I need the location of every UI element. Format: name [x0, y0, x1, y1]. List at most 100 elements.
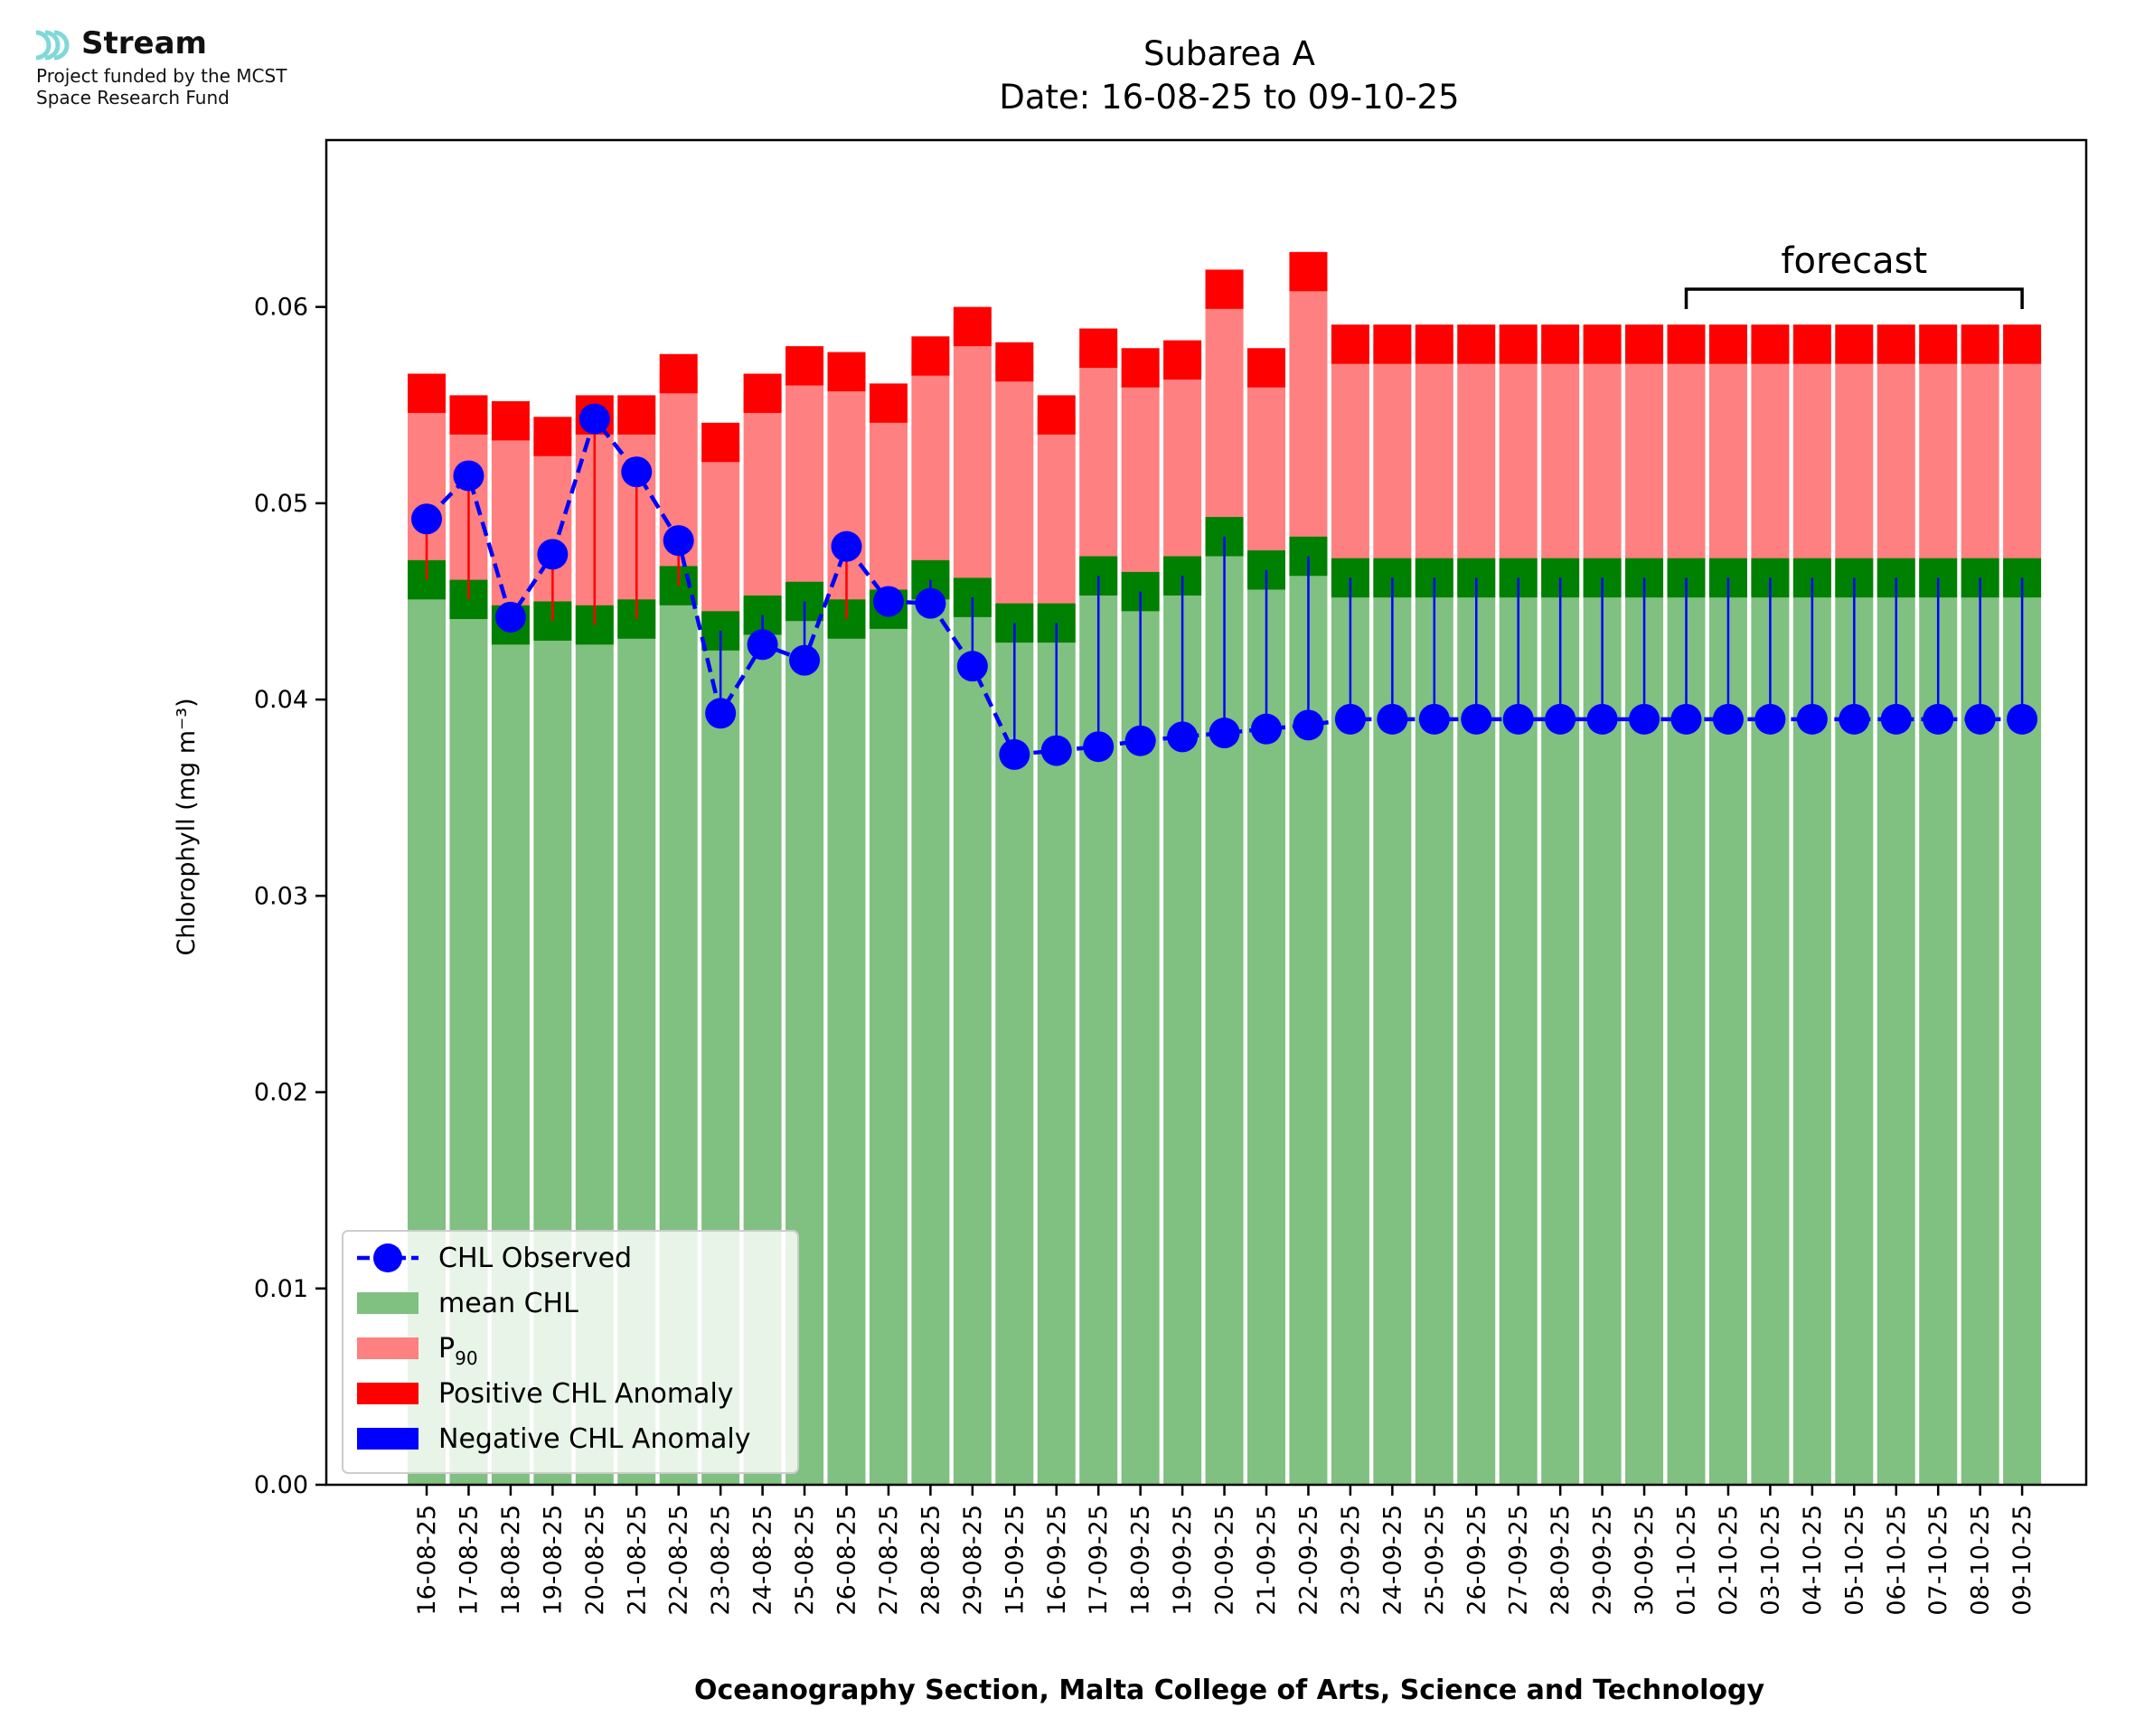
p90-bar — [1373, 343, 1412, 578]
p90-bar-edge — [1708, 324, 1747, 364]
p90-bar-edge — [1625, 324, 1664, 364]
p90-bar — [1037, 415, 1076, 624]
x-tick-label: 21-08-25 — [623, 1505, 651, 1616]
x-tick-label: 23-09-25 — [1337, 1505, 1365, 1616]
p90-bar — [1457, 343, 1496, 578]
forecast-bracket — [1684, 287, 2024, 309]
chl-observed-point — [1796, 703, 1828, 735]
p90-bar — [1331, 343, 1369, 578]
p90-bar — [1877, 343, 1915, 578]
p90-bar-edge — [659, 353, 698, 394]
x-tick-label: 17-09-25 — [1085, 1505, 1113, 1616]
chl-observed-point — [1629, 703, 1660, 735]
x-tick-label: 20-09-25 — [1211, 1505, 1239, 1616]
p90-bar-edge — [449, 395, 488, 435]
p90-bar — [869, 403, 908, 610]
p90-bar — [1541, 343, 1580, 578]
x-tick-label: 25-09-25 — [1421, 1505, 1449, 1616]
x-tick-label: 09-10-25 — [2008, 1505, 2036, 1616]
chl-observed-point — [705, 698, 737, 729]
p90-bar-edge — [2003, 324, 2042, 364]
chl-observed-point — [1586, 703, 1618, 735]
plot-frame — [325, 138, 2088, 1487]
x-tick-label: 23-08-25 — [707, 1505, 735, 1616]
legend-label: P90 — [438, 1333, 478, 1369]
logo-tagline-line2: Space Research Fund — [36, 87, 230, 108]
y-tick-label: 0.00 — [254, 1471, 308, 1499]
p90-bar-edge — [995, 342, 1034, 382]
legend-swatch — [357, 1337, 419, 1359]
p90-bar-edge — [1163, 340, 1202, 380]
chl-observed-point — [1880, 703, 1912, 735]
chl-observed-point — [872, 586, 904, 617]
x-tick-label: 19-08-25 — [539, 1505, 567, 1616]
chl-observed-point — [663, 525, 694, 557]
p90-bar-edge — [1415, 324, 1453, 364]
chl-observed-point — [1502, 703, 1534, 735]
p90-bar — [1835, 343, 1874, 578]
x-axis-label: Oceanography Section, Malta College of A… — [694, 1675, 1765, 1706]
chl-observed-point — [1670, 703, 1702, 735]
p90-bar-edge — [1205, 269, 1244, 309]
x-tick-label: 24-08-25 — [749, 1505, 777, 1616]
p90-bar-edge — [1079, 328, 1118, 368]
stream-waves-icon — [35, 30, 70, 61]
p90-bar-edge — [408, 373, 446, 413]
y-tick-label: 0.01 — [254, 1275, 308, 1303]
chl-observed-point — [1293, 709, 1324, 741]
chl-observed-point — [956, 651, 988, 682]
forecast-label: forecast — [1781, 240, 1927, 282]
p90-bar — [1625, 343, 1664, 578]
observed-line-layer — [411, 403, 2038, 770]
chl-observed-point — [1964, 703, 1996, 735]
p90-bar — [1708, 343, 1747, 578]
chl-observed-point — [1251, 713, 1282, 745]
p90-bar — [1415, 343, 1453, 578]
chl-observed-point — [1377, 703, 1408, 735]
x-tick-label: 03-10-25 — [1756, 1505, 1784, 1616]
p90-bar-edge — [1289, 251, 1328, 292]
p90-bar — [1121, 367, 1160, 592]
y-tick-label: 0.06 — [254, 294, 308, 322]
chl-observed-point — [747, 629, 778, 661]
p90-bar-edge — [1373, 324, 1412, 364]
x-tick-label: 01-10-25 — [1673, 1505, 1701, 1616]
x-tick-label: 27-09-25 — [1505, 1505, 1533, 1616]
bar-layer — [408, 251, 2042, 1485]
p90-bar — [1289, 271, 1328, 557]
p90-bar-edge — [1457, 324, 1496, 364]
chart-subtitle: Date: 16-08-25 to 09-10-25 — [999, 78, 1459, 117]
legend-box — [342, 1230, 799, 1474]
p90-bar — [1919, 343, 1958, 578]
x-tick-label: 25-08-25 — [791, 1505, 819, 1616]
chl-observed-point — [1461, 703, 1492, 735]
chl-observed-point — [1167, 721, 1199, 753]
x-axis: 16-08-25 17-08-25 18-08-25 19-08-25 20-08-25… — [413, 1485, 2036, 1616]
x-tick-label: 18-08-25 — [497, 1505, 525, 1616]
p90-bar — [1667, 343, 1706, 578]
p90-bar — [1163, 360, 1202, 577]
chl-observed-point — [621, 456, 653, 488]
p90-bar-edge — [701, 422, 740, 463]
x-tick-label: 24-09-25 — [1378, 1505, 1406, 1616]
chl-observed-point — [1839, 703, 1870, 735]
p90-bar-edge — [1751, 324, 1790, 364]
chl-observed-point — [494, 601, 526, 633]
mean-chl-bar — [911, 579, 950, 1485]
p90-bar-edge — [533, 417, 572, 456]
x-tick-label: 26-09-25 — [1463, 1505, 1491, 1616]
x-tick-label: 29-08-25 — [959, 1505, 987, 1616]
y-tick-label: 0.03 — [254, 882, 308, 910]
p90-bar-edge — [1667, 324, 1706, 364]
chl-observed-point — [999, 738, 1030, 770]
x-tick-label: 19-09-25 — [1169, 1505, 1197, 1616]
p90-bar — [995, 361, 1034, 624]
chl-observed-point — [1923, 703, 1954, 735]
chl-observed-point — [1083, 731, 1115, 763]
x-tick-label: 17-08-25 — [455, 1505, 483, 1616]
x-tick-label: 07-10-25 — [1924, 1505, 1952, 1616]
chl-observed-point — [1124, 725, 1156, 756]
p90-bar — [911, 355, 950, 580]
p90-bar — [2003, 343, 2042, 578]
